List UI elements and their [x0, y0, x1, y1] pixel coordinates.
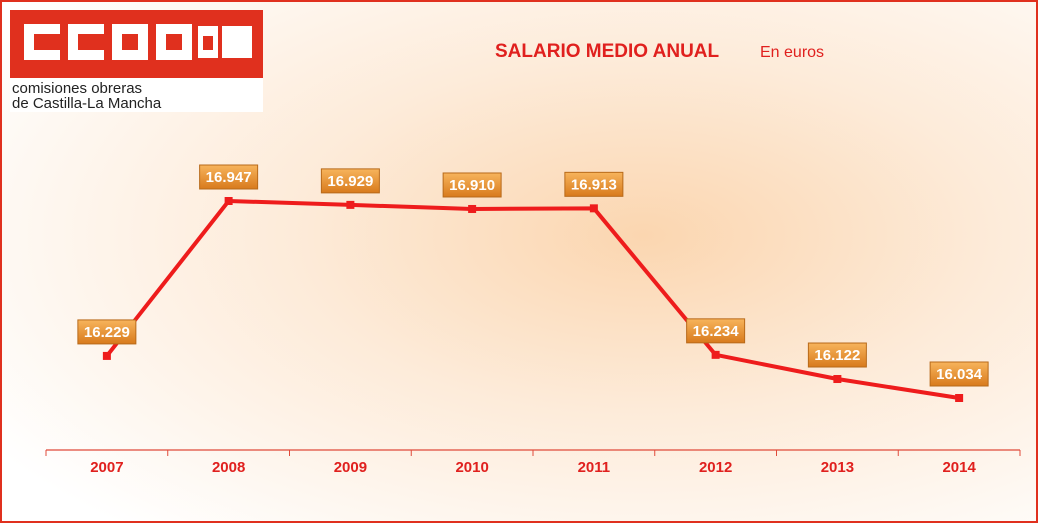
x-tick-label: 2012: [699, 459, 732, 476]
logo-text: de Castilla-La Mancha: [12, 95, 162, 112]
data-label-box: [564, 171, 624, 197]
data-label-text: 16.910: [449, 177, 495, 194]
logo-text: comisiones obreras: [12, 80, 142, 97]
point: [102, 351, 111, 360]
data-label-box: [442, 172, 502, 198]
data-label-box: [929, 361, 989, 387]
data-label-box: [320, 168, 380, 194]
data-label-box: [807, 342, 867, 368]
x-tick-label: 2008: [212, 459, 245, 476]
data-label-text: 16.913: [571, 176, 617, 193]
logo: comisiones obreras de Castilla-La Mancha: [10, 10, 263, 112]
x-tick-label: 2013: [821, 459, 854, 476]
point: [224, 197, 233, 205]
data-label: 16.913: [564, 171, 624, 197]
chart-title: SALARIO MEDIO ANUAL: [495, 41, 720, 62]
data-label-box: [77, 319, 137, 345]
x-tick-label: 2009: [334, 459, 367, 476]
chart-subtitle: En euros: [760, 44, 824, 61]
data-label: 16.910: [442, 172, 502, 198]
x-tick-label: 2010: [455, 459, 488, 476]
data-label-text: 16.034: [936, 366, 983, 383]
point: [955, 394, 964, 402]
point: [346, 200, 355, 209]
data-label: 16.229: [77, 319, 137, 345]
data-label-text: 16.122: [814, 347, 860, 364]
data-label: 16.929: [320, 168, 380, 194]
data-label-text: 16.929: [327, 173, 373, 190]
data-label: 16.034: [929, 361, 989, 387]
line: [105, 199, 960, 400]
data-label-text: 16.229: [84, 324, 130, 341]
data-label-text: 16.234: [693, 323, 740, 340]
x-tick-label: 2011: [578, 459, 611, 476]
data-label: 16.234: [686, 318, 746, 344]
data-label-box: [199, 164, 259, 190]
x-tick-label: 2007: [90, 459, 123, 476]
point: [589, 204, 598, 213]
data-label-box: [686, 318, 746, 344]
data-label: 16.947: [199, 164, 259, 190]
point: [711, 350, 720, 359]
data-label-text: 16.947: [206, 169, 252, 186]
data-label: 16.122: [807, 342, 867, 368]
point: [468, 204, 477, 213]
point: [833, 375, 842, 384]
x-tick-label: 2014: [942, 459, 976, 476]
